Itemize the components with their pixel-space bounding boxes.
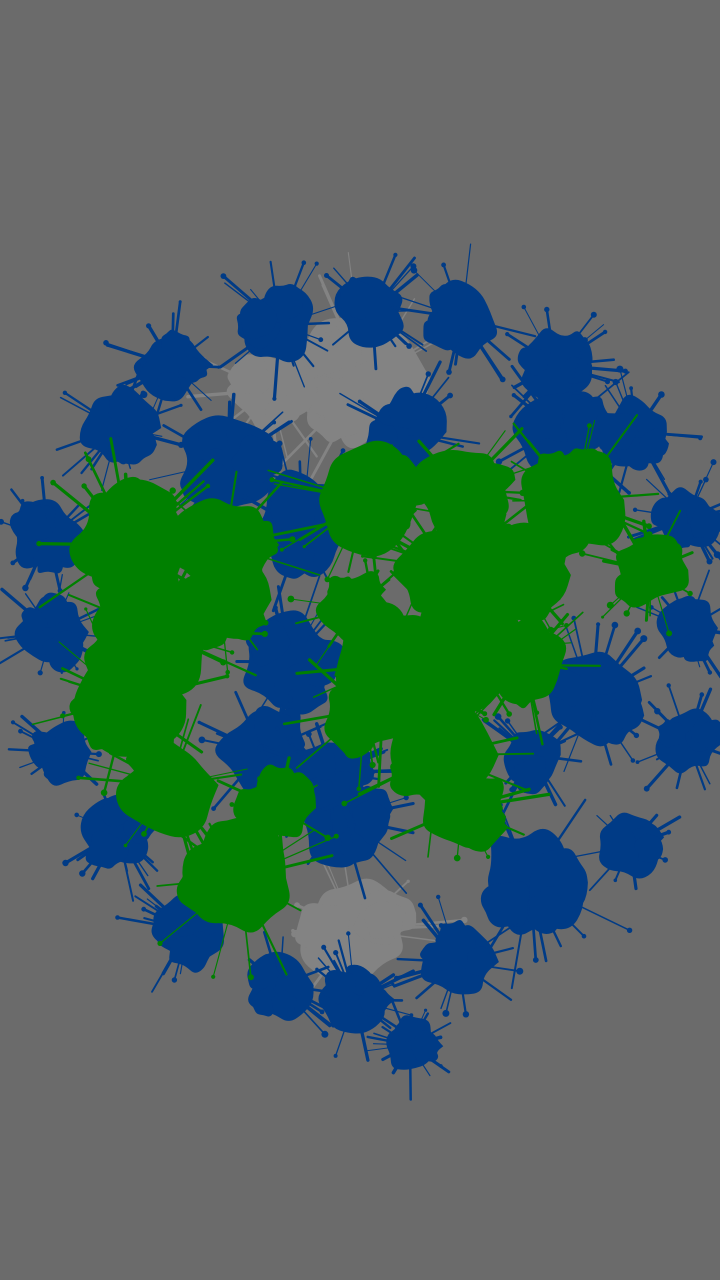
paint-splat-green[interactable] <box>390 729 551 862</box>
splat-layer <box>0 243 720 1101</box>
paint-splat-blue[interactable] <box>480 785 633 990</box>
paint-splat-blue[interactable] <box>635 683 720 792</box>
paint-splat-blue[interactable] <box>571 812 682 892</box>
paint-splat-blue[interactable] <box>627 459 720 569</box>
paint-splat-blue[interactable] <box>103 300 221 428</box>
paint-splat-blue[interactable] <box>365 999 452 1101</box>
paint-splat-blue[interactable] <box>390 243 537 383</box>
paint-splat-green[interactable] <box>443 590 602 746</box>
paint-splat-green[interactable] <box>214 756 331 864</box>
paint-splat-blue[interactable] <box>55 358 185 491</box>
paint-splat-blue[interactable] <box>218 260 352 401</box>
paint-splat-blue[interactable] <box>247 930 335 1038</box>
paint-splat-green[interactable] <box>287 569 399 681</box>
paint-splat-blue[interactable] <box>7 711 108 786</box>
paint-splat-green[interactable] <box>36 437 215 662</box>
paint-splat-blue[interactable] <box>595 365 703 497</box>
paint-splat-blue[interactable] <box>0 574 121 676</box>
paint-splat-blue[interactable] <box>324 252 428 371</box>
paint-splat-green[interactable] <box>76 704 248 880</box>
paint-splat-green[interactable] <box>282 626 438 792</box>
paint-splat-green[interactable] <box>156 776 339 981</box>
paint-splat-green[interactable] <box>579 509 694 637</box>
paint-splat-green[interactable] <box>133 507 272 675</box>
paint-splat-blue[interactable] <box>636 569 720 679</box>
paint-splat-blue[interactable] <box>481 713 583 814</box>
paint-splat-blue[interactable] <box>521 615 653 773</box>
